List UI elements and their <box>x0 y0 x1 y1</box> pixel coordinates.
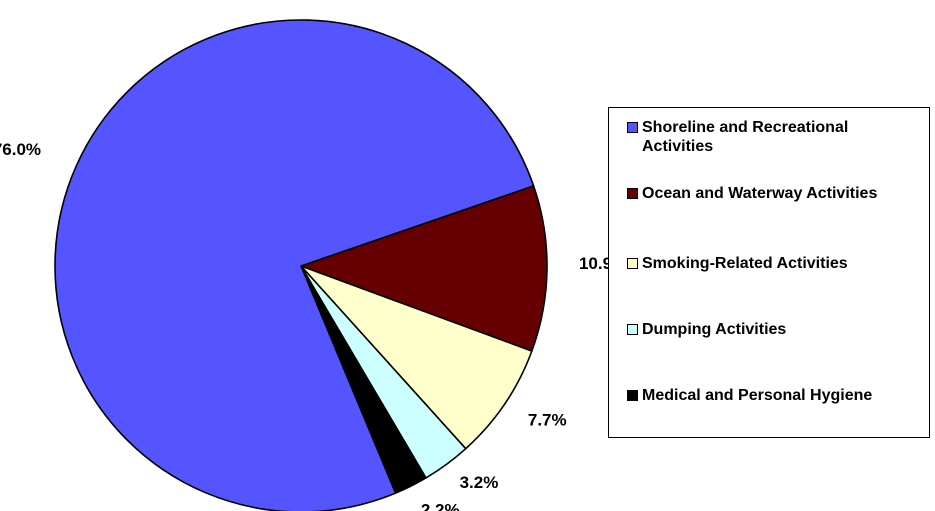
legend-item-dumping: Dumping Activities <box>627 320 786 339</box>
pie-slices <box>54 19 548 511</box>
legend-swatch-smoking <box>627 258 638 269</box>
legend: Shoreline and Recreational Activities Oc… <box>608 107 930 438</box>
pie-slice-shoreline <box>54 19 535 511</box>
data-label-medical: 2.2% <box>421 501 460 511</box>
legend-swatch-dumping <box>627 324 638 335</box>
legend-item-ocean: Ocean and Waterway Activities <box>627 184 877 203</box>
legend-swatch-ocean <box>627 188 638 199</box>
legend-item-medical: Medical and Personal Hygiene <box>627 386 872 405</box>
data-label-smoking: 7.7% <box>528 411 567 430</box>
legend-label-medical: Medical and Personal Hygiene <box>642 387 873 404</box>
data-label-shoreline: 76.0% <box>0 140 41 159</box>
data-label-dumping: 3.2% <box>460 473 499 492</box>
pie-slice-smoking <box>300 265 533 450</box>
legend-swatch-shoreline <box>627 122 638 133</box>
legend-label-smoking: Smoking-Related Activities <box>642 255 848 272</box>
legend-label-ocean: Ocean and Waterway Activities <box>642 185 878 202</box>
legend-label-shoreline: Shoreline and Recreational Activities <box>642 119 849 155</box>
legend-item-smoking: Smoking-Related Activities <box>627 254 848 273</box>
legend-label-dumping: Dumping Activities <box>642 321 787 338</box>
legend-item-shoreline: Shoreline and Recreational Activities <box>627 118 922 156</box>
legend-swatch-medical <box>627 390 638 401</box>
pie-slice-ocean <box>300 185 548 352</box>
